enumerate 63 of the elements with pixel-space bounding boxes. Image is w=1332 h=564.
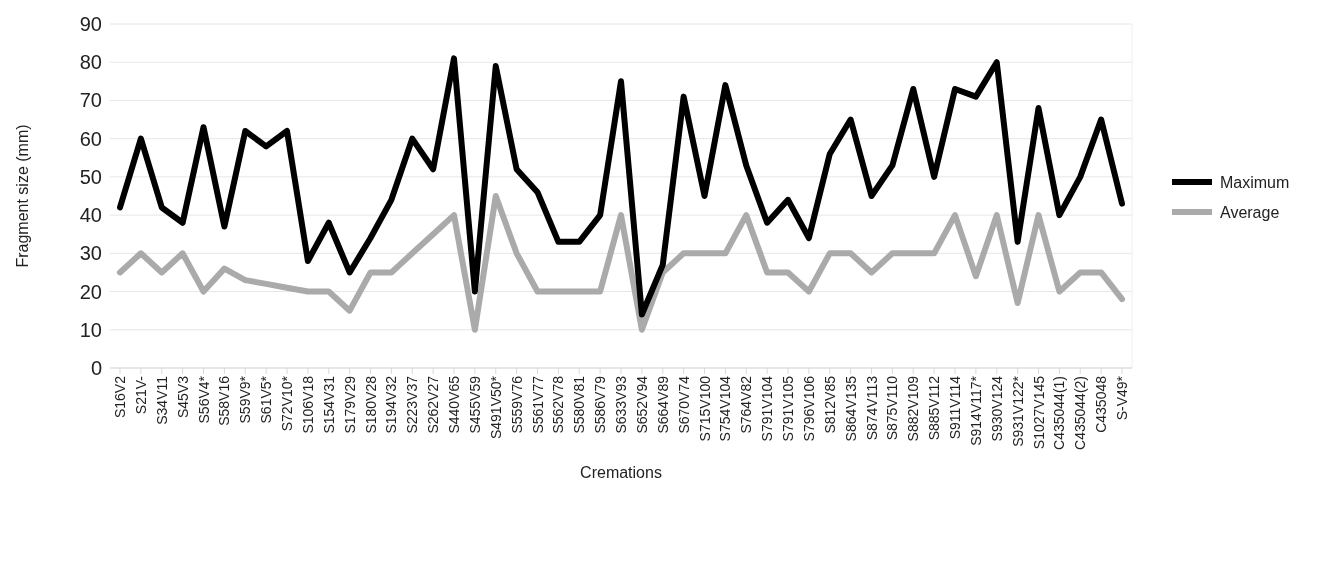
x-tick-label: S882V109	[905, 375, 922, 442]
x-tick-label: S931V122*	[1009, 375, 1026, 447]
x-tick-label: S586V79	[592, 375, 609, 434]
x-tick-label: S559V76	[508, 375, 525, 434]
x-tick-label: S72V10*	[279, 375, 295, 432]
legend-label: Maximum	[1220, 173, 1290, 191]
x-tick-label: S875V110	[884, 375, 901, 441]
x-tick-label: S561V77	[529, 375, 546, 434]
x-axis-title: Cremations	[580, 464, 662, 481]
x-tick-label: S715V100	[696, 375, 713, 442]
x-tick-label: S754V104	[717, 375, 734, 442]
y-tick-label: 10	[79, 318, 102, 341]
y-tick-label: 60	[79, 127, 102, 150]
x-tick-label: S764V82	[738, 375, 755, 434]
x-tick-label: S864V135	[842, 375, 859, 442]
x-tick-label: S179V29	[341, 375, 358, 434]
x-tick-label: C435048	[1093, 375, 1110, 433]
x-tick-label: S56V4*	[195, 375, 212, 424]
x-tick-label: S223V37	[404, 375, 421, 434]
x-tick-label: S652V94	[633, 375, 650, 434]
x-tick-label: S16V2	[112, 375, 128, 419]
x-tick-label: S59V9*	[237, 375, 254, 424]
y-axis-title: Fragment size (mm)	[14, 124, 31, 268]
x-tick-label: S106V18	[299, 375, 316, 434]
x-tick-label: S791V104	[759, 375, 776, 442]
x-tick-label: S491V50*	[487, 375, 504, 440]
x-tick-label: S885V112	[926, 375, 943, 441]
y-tick-label: 40	[79, 204, 102, 227]
x-tick-label: S154V31	[320, 375, 337, 434]
x-tick-label: S194V32	[383, 375, 400, 434]
x-tick-label: S796V106	[800, 375, 817, 442]
x-tick-label: C435044(2)	[1072, 376, 1089, 450]
y-tick-label: 70	[79, 89, 102, 112]
x-tick-label: S180V28	[362, 375, 379, 434]
x-tick-label: S61V5*	[258, 375, 275, 424]
x-tick-label: S-V49*	[1114, 375, 1130, 421]
x-tick-label: S455V59	[466, 375, 483, 434]
x-tick-label: S664V89	[654, 375, 671, 434]
x-tick-label: S791V105	[780, 375, 796, 442]
x-tick-label: S670V74	[675, 375, 692, 434]
x-tick-label: S930V124	[988, 375, 1005, 442]
x-tick-label: S812V85	[821, 375, 838, 434]
x-tick-label: S262V27	[425, 375, 442, 434]
x-tick-label: S633V93	[613, 375, 629, 434]
x-tick-label: S580V81	[571, 375, 588, 434]
y-tick-label: 30	[79, 242, 102, 265]
y-tick-label: 20	[79, 280, 102, 303]
x-tick-label: S34V11	[153, 375, 170, 425]
y-tick-label: 90	[79, 13, 102, 35]
x-tick-label: S562V78	[550, 375, 567, 434]
x-tick-label: S45V3	[174, 375, 191, 419]
y-tick-label: 50	[79, 165, 102, 188]
x-tick-label: C435044(1)	[1051, 376, 1068, 450]
x-tick-label: S914V117*	[967, 375, 984, 446]
x-tick-label: S58V16	[216, 375, 233, 426]
x-tick-label: S874V113	[863, 375, 880, 441]
y-tick-label: 80	[79, 51, 102, 74]
x-tick-label: S1027V145	[1030, 375, 1047, 450]
x-tick-label: S21V-	[132, 375, 149, 415]
y-tick-label: 0	[90, 357, 102, 379]
x-tick-label: S440V65	[446, 375, 462, 434]
x-tick-label: S911V114	[947, 375, 963, 440]
legend-label: Average	[1220, 203, 1280, 221]
